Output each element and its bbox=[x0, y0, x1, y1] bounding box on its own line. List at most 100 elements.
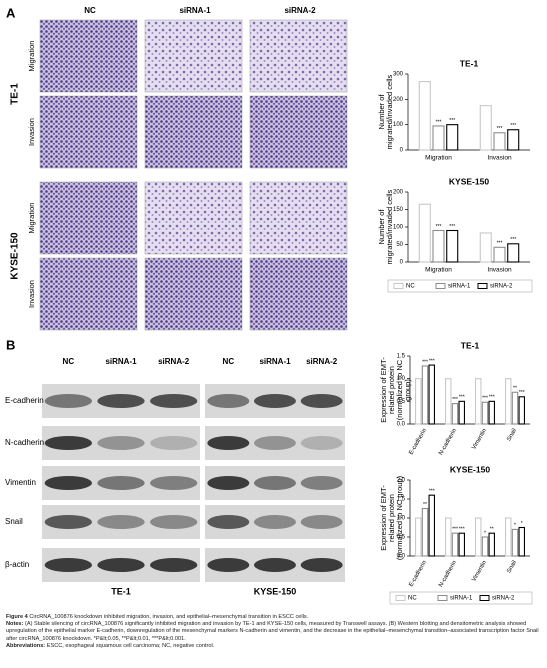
blot-band bbox=[44, 476, 93, 490]
bar bbox=[488, 400, 495, 425]
blot-band bbox=[207, 515, 250, 529]
blot-band bbox=[97, 515, 145, 529]
legend-label: NC bbox=[408, 596, 417, 602]
significance-label: *** bbox=[459, 395, 465, 401]
blot-band bbox=[254, 515, 296, 529]
y-tick-label: 2.0 bbox=[397, 478, 406, 484]
legend-swatch bbox=[437, 595, 448, 601]
y-tick-label: 0.5 bbox=[397, 535, 406, 541]
blot-band bbox=[149, 515, 198, 529]
blot-band bbox=[254, 476, 296, 490]
y-tick-label: 50 bbox=[396, 242, 403, 248]
blot-band bbox=[149, 436, 198, 450]
bar bbox=[444, 378, 452, 425]
x-tick-label: Snail bbox=[506, 428, 518, 443]
y-tick-label: 0 bbox=[400, 148, 404, 154]
bar bbox=[507, 243, 520, 263]
bar bbox=[421, 365, 429, 425]
blot-band bbox=[44, 394, 93, 408]
legend-box bbox=[389, 591, 533, 605]
blot-band bbox=[300, 436, 343, 450]
cell-line-label: TE-1 bbox=[10, 83, 21, 105]
y-tick-label: 1.5 bbox=[397, 497, 406, 503]
bar bbox=[458, 532, 465, 557]
figure-panels: A B NC siRNA-1 siRNA-2 Migration Invasion Mig… bbox=[5, 5, 533, 605]
bar bbox=[493, 246, 506, 263]
bar bbox=[474, 517, 482, 557]
row-label: Migration bbox=[27, 203, 36, 234]
y-tick-label: 100 bbox=[393, 225, 404, 231]
significance-label: * bbox=[514, 523, 516, 529]
bar bbox=[414, 378, 422, 425]
blot-band bbox=[44, 515, 93, 529]
blot-band bbox=[300, 558, 343, 572]
column-header: siRNA-2 bbox=[284, 6, 316, 15]
blot-band bbox=[149, 476, 198, 490]
bar bbox=[481, 536, 489, 557]
legend-label: NC bbox=[406, 284, 415, 290]
bar bbox=[518, 396, 525, 425]
micrograph bbox=[39, 181, 138, 255]
panel-label: A bbox=[6, 5, 16, 20]
y-tick-label: 1.0 bbox=[397, 376, 406, 382]
blot-band bbox=[149, 394, 198, 408]
protein-label: Snail bbox=[5, 517, 23, 526]
bar bbox=[428, 494, 435, 557]
blot-band bbox=[300, 394, 343, 408]
y-tick-label: 0.5 bbox=[397, 399, 406, 405]
micrograph bbox=[39, 95, 138, 169]
y-tick-label: 0 bbox=[400, 260, 404, 266]
x-tick-label: E-cadherin bbox=[408, 428, 428, 456]
significance-label: *** bbox=[429, 358, 435, 364]
legend-label: siRNA-2 bbox=[490, 284, 513, 290]
notes: (A) Stable silencing of circRNA_100876 s… bbox=[6, 621, 539, 642]
x-tick-label: Vimentin bbox=[471, 428, 488, 451]
significance-label: *** bbox=[436, 119, 442, 125]
cell-line-label: KYSE-150 bbox=[10, 232, 21, 280]
bar bbox=[511, 391, 519, 425]
blot-band bbox=[254, 436, 296, 450]
bar bbox=[488, 532, 495, 557]
chart-title: TE-1 bbox=[460, 58, 479, 68]
micrograph bbox=[249, 19, 348, 93]
significance-label: *** bbox=[510, 123, 516, 129]
bar bbox=[418, 203, 431, 263]
bar bbox=[428, 364, 435, 425]
micrograph bbox=[144, 181, 243, 255]
chart-title: TE-1 bbox=[461, 340, 480, 350]
blot-band bbox=[44, 436, 93, 450]
blot-band bbox=[97, 436, 145, 450]
abbreviations-label: Abbreviations: bbox=[6, 642, 46, 649]
bar bbox=[451, 403, 459, 425]
significance-label: *** bbox=[519, 390, 525, 396]
blot-band bbox=[97, 394, 145, 408]
y-tick-label: 200 bbox=[393, 190, 404, 196]
y-axis-label: Expression of EMT-related protein (norma… bbox=[379, 475, 404, 561]
significance-label: *** bbox=[452, 397, 458, 403]
significance-label: ** bbox=[423, 502, 427, 508]
significance-label: *** bbox=[449, 118, 455, 124]
bar bbox=[479, 232, 492, 263]
bar bbox=[432, 229, 445, 263]
blot-band bbox=[97, 558, 145, 572]
significance-label: *** bbox=[459, 527, 465, 533]
significance-label: *** bbox=[436, 224, 442, 230]
row-label: Invasion bbox=[27, 118, 36, 146]
significance-label: *** bbox=[497, 126, 503, 132]
y-axis-label: Number of migrated/invaded cells bbox=[377, 74, 394, 150]
bar bbox=[446, 229, 459, 263]
x-tick-label: N-cadherin bbox=[438, 560, 458, 588]
y-tick-label: 0.0 bbox=[397, 422, 406, 428]
x-tick-label: Invasion bbox=[487, 155, 512, 162]
y-tick-label: 1.5 bbox=[397, 354, 406, 360]
legend-swatch bbox=[477, 283, 488, 289]
notes-label: Notes: bbox=[6, 621, 24, 628]
x-tick-label: E-cadherin bbox=[408, 560, 428, 588]
bar bbox=[421, 507, 429, 557]
y-tick-label: 150 bbox=[393, 207, 404, 213]
micrograph bbox=[39, 257, 138, 331]
chart-title: KYSE-150 bbox=[450, 464, 490, 474]
significance-label: ** bbox=[513, 386, 517, 392]
cell-line-label: KYSE-150 bbox=[254, 586, 297, 596]
